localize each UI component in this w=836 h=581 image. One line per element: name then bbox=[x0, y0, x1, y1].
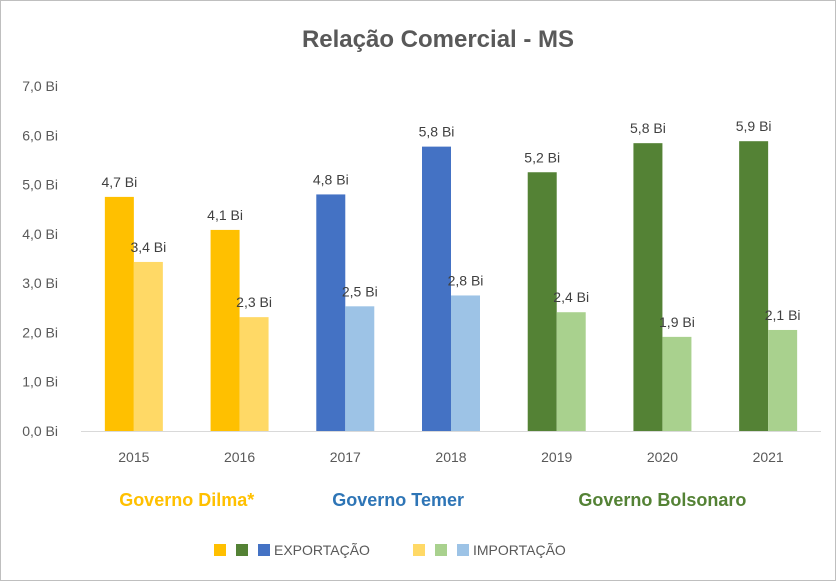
government-label-2: Governo Temer bbox=[332, 490, 464, 510]
import-legend-swatch bbox=[413, 544, 425, 556]
y-tick-label: 1,0 Bi bbox=[22, 374, 58, 390]
y-tick-label: 3,0 Bi bbox=[22, 275, 58, 291]
export-legend-swatch bbox=[258, 544, 270, 556]
government-label-1: Governo Dilma* bbox=[119, 490, 254, 510]
export-bar-2015 bbox=[104, 196, 134, 431]
x-axis: 2015 2016 2017 2018 2019 2020 2021 bbox=[81, 431, 821, 465]
legend: EXPORTAÇÃO IMPORTAÇÃO bbox=[214, 542, 566, 558]
export-bar-2016 bbox=[210, 229, 240, 431]
export-legend-swatch bbox=[214, 544, 226, 556]
export-data-label-2019: 5,2 Bi bbox=[524, 149, 560, 165]
import-bar-2015 bbox=[133, 261, 163, 431]
import-bar-2020 bbox=[662, 336, 692, 431]
export-bar-2020 bbox=[633, 143, 663, 431]
import-data-label-2017: 2,5 Bi bbox=[342, 283, 378, 299]
import-data-label-2020: 1,9 Bi bbox=[659, 314, 695, 330]
government-labels: Governo Dilma* Governo Temer Governo Bolso… bbox=[119, 490, 746, 510]
export-data-label-2016: 4,1 Bi bbox=[207, 207, 243, 223]
import-legend-swatch bbox=[435, 544, 447, 556]
x-tick-label: 2017 bbox=[330, 449, 361, 465]
export-data-label-2021: 5,9 Bi bbox=[736, 118, 772, 134]
import-data-label-2018: 2,8 Bi bbox=[448, 272, 484, 288]
import-legend-label: IMPORTAÇÃO bbox=[473, 542, 566, 558]
y-axis: 0,0 Bi 1,0 Bi 2,0 Bi 3,0 Bi 4,0 Bi 5,0 Bi 6,0 … bbox=[22, 78, 58, 439]
export-data-label-2015: 4,7 Bi bbox=[101, 174, 137, 190]
import-bar-2021 bbox=[768, 329, 798, 431]
x-tick-label: 2020 bbox=[647, 449, 678, 465]
y-tick-label: 2,0 Bi bbox=[22, 324, 58, 340]
export-legend-label: EXPORTAÇÃO bbox=[274, 542, 370, 558]
x-tick-label: 2021 bbox=[753, 449, 784, 465]
y-tick-label: 7,0 Bi bbox=[22, 78, 58, 94]
x-tick-label: 2018 bbox=[435, 449, 466, 465]
import-data-label-2019: 2,4 Bi bbox=[553, 289, 589, 305]
y-tick-label: 5,0 Bi bbox=[22, 177, 58, 193]
x-tick-label: 2019 bbox=[541, 449, 572, 465]
export-bar-2018 bbox=[422, 146, 451, 431]
y-tick-label: 6,0 Bi bbox=[22, 127, 58, 143]
import-bar-2018 bbox=[451, 295, 480, 431]
import-bar-2017 bbox=[345, 306, 375, 431]
chart-title: Relação Comercial - MS bbox=[302, 26, 574, 53]
bars bbox=[104, 141, 798, 431]
data-labels: 4,7 Bi 4,1 Bi 4,8 Bi 5,8 Bi 5,2 Bi 5,8 Bi 5,9 … bbox=[101, 118, 800, 330]
export-data-label-2017: 4,8 Bi bbox=[313, 171, 349, 187]
x-tick-label: 2016 bbox=[224, 449, 255, 465]
x-tick-label: 2015 bbox=[118, 449, 149, 465]
import-data-label-2016: 2,3 Bi bbox=[236, 294, 272, 310]
export-data-label-2018: 5,8 Bi bbox=[419, 124, 455, 140]
government-label-3: Governo Bolsonaro bbox=[578, 490, 746, 510]
import-bar-2016 bbox=[239, 317, 269, 431]
y-tick-label: 4,0 Bi bbox=[22, 226, 58, 242]
import-bar-2019 bbox=[556, 312, 586, 431]
y-tick-label: 0,0 Bi bbox=[22, 423, 58, 439]
export-data-label-2020: 5,8 Bi bbox=[630, 120, 666, 136]
import-legend-swatch bbox=[457, 544, 469, 556]
export-legend-swatch bbox=[236, 544, 248, 556]
export-bar-2019 bbox=[527, 172, 557, 431]
export-bar-2021 bbox=[739, 141, 769, 431]
import-data-label-2021: 2,1 Bi bbox=[765, 307, 801, 323]
export-bar-2017 bbox=[316, 194, 346, 431]
import-data-label-2015: 3,4 Bi bbox=[130, 239, 166, 255]
